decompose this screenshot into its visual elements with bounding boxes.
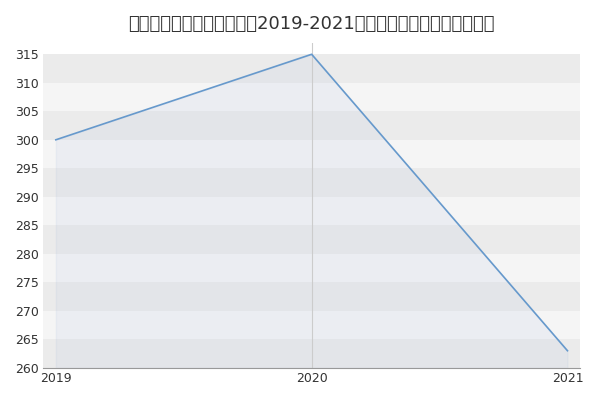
Bar [43, 140, 580, 168]
Bar [43, 168, 580, 197]
Bar [43, 311, 580, 339]
Title: 苏州大学信息与通信工程（2019-2021历年复试）研究生录取分数线: 苏州大学信息与通信工程（2019-2021历年复试）研究生录取分数线 [128, 15, 495, 33]
Bar [43, 83, 580, 111]
Bar [43, 254, 580, 282]
Bar [43, 225, 580, 254]
Bar [43, 54, 580, 83]
Bar [43, 282, 580, 311]
Bar [43, 339, 580, 368]
Bar [43, 111, 580, 140]
Bar [43, 197, 580, 225]
